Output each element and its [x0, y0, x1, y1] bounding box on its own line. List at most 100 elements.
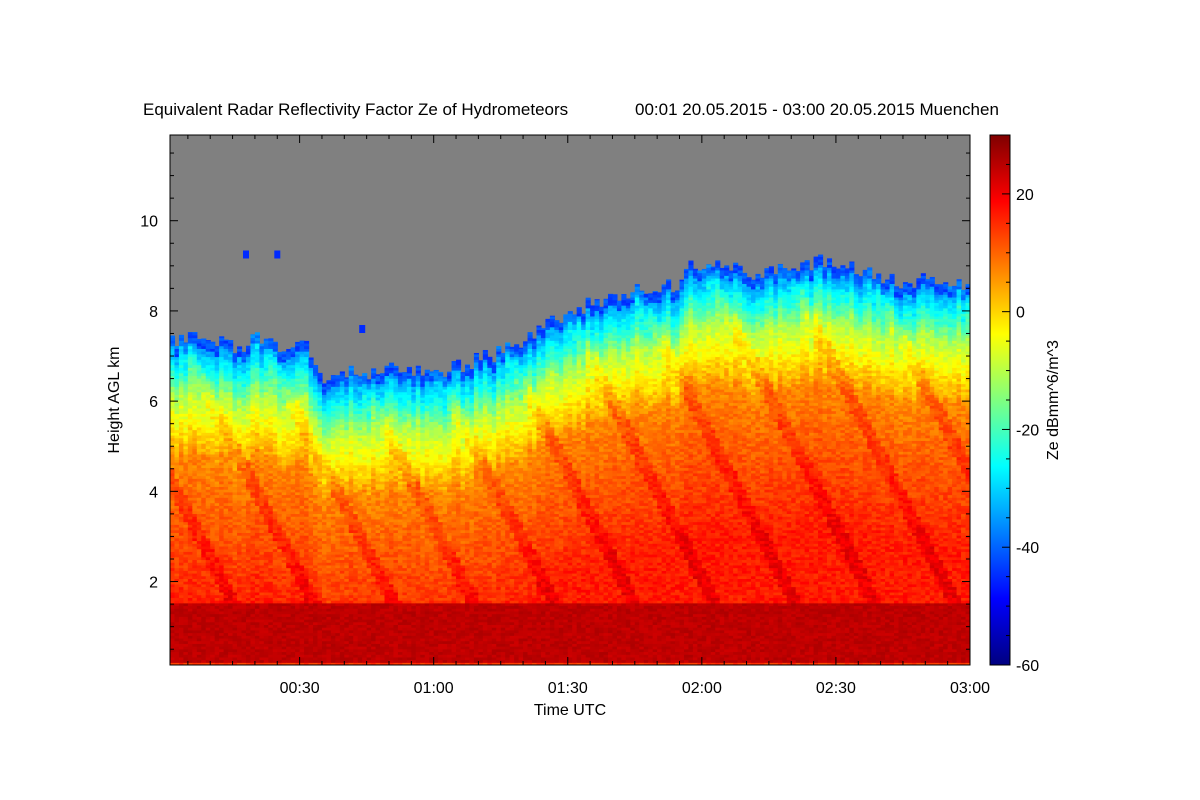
reflectivity-cell — [174, 526, 180, 531]
reflectivity-cell — [245, 524, 252, 528]
reflectivity-cell — [178, 513, 185, 517]
reflectivity-cell — [245, 364, 252, 368]
reflectivity-cell — [192, 345, 198, 349]
reflectivity-cell — [192, 340, 198, 344]
reflectivity-cell — [178, 543, 185, 547]
reflectivity-cell — [170, 591, 176, 596]
reflectivity-cell — [178, 416, 185, 420]
reflectivity-cell — [259, 407, 265, 412]
reflectivity-cell — [210, 397, 216, 401]
reflectivity-cell — [178, 621, 185, 626]
reflectivity-cell — [178, 437, 185, 441]
reflectivity-cell — [223, 610, 229, 615]
reflectivity-cell — [201, 502, 207, 506]
reflectivity-cell — [245, 467, 252, 471]
reflectivity-cell — [223, 378, 229, 382]
reflectivity-cell — [228, 491, 234, 496]
reflectivity-cell — [192, 410, 198, 414]
reflectivity-cell — [170, 578, 176, 582]
reflectivity-cell — [263, 451, 269, 455]
reflectivity-cell — [214, 437, 220, 441]
reflectivity-cell — [214, 502, 220, 506]
reflectivity-cell — [170, 627, 176, 631]
reflectivity-cell — [245, 437, 252, 441]
reflectivity-cell — [192, 402, 198, 406]
reflectivity-cell — [214, 648, 220, 653]
reflectivity-cell — [263, 651, 269, 655]
reflectivity-cell — [228, 453, 234, 458]
reflectivity-cell — [201, 486, 207, 490]
reflectivity-cell — [178, 364, 185, 368]
reflectivity-cell — [174, 608, 180, 612]
reflectivity-cell — [241, 662, 247, 665]
reflectivity-cell — [245, 405, 252, 409]
reflectivity-cell — [228, 513, 234, 517]
reflectivity-cell — [245, 648, 252, 653]
reflectivity-cell — [192, 388, 198, 393]
reflectivity-cell — [237, 545, 243, 550]
reflectivity-cell — [250, 656, 256, 661]
reflectivity-cell — [183, 559, 189, 563]
reflectivity-cell — [192, 575, 198, 579]
reflectivity-cell — [174, 643, 180, 647]
reflectivity-cell — [263, 513, 269, 517]
reflectivity-cell — [196, 551, 202, 555]
reflectivity-cell — [192, 518, 198, 523]
reflectivity-cell — [223, 659, 229, 663]
reflectivity-cell — [183, 456, 189, 460]
reflectivity-cell — [170, 529, 176, 533]
reflectivity-cell — [174, 480, 180, 485]
reflectivity-cell — [254, 340, 260, 344]
reflectivity-cell — [219, 545, 225, 550]
reflectivity-cell — [192, 429, 198, 433]
reflectivity-cell — [214, 361, 220, 366]
reflectivity-cell — [170, 548, 176, 552]
reflectivity-cell — [178, 440, 185, 444]
reflectivity-cell — [241, 526, 247, 531]
reflectivity-cell — [259, 605, 265, 609]
reflectivity-cell — [178, 508, 185, 512]
reflectivity-cell — [263, 518, 269, 523]
reflectivity-cell — [223, 399, 229, 404]
reflectivity-cell — [254, 453, 260, 458]
reflectivity-cell — [210, 575, 216, 579]
reflectivity-cell — [210, 399, 216, 404]
reflectivity-cell — [187, 589, 193, 593]
reflectivity-cell — [196, 445, 202, 450]
reflectivity-cell — [223, 467, 229, 471]
reflectivity-cell — [205, 564, 211, 569]
reflectivity-cell — [192, 361, 198, 366]
reflectivity-cell — [196, 378, 202, 382]
reflectivity-cell — [237, 346, 243, 349]
reflectivity-cell — [210, 562, 216, 566]
reflectivity-cell — [205, 434, 211, 439]
reflectivity-cell — [245, 351, 252, 355]
reflectivity-cell — [205, 524, 211, 528]
reflectivity-cell — [178, 545, 185, 550]
reflectivity-cell — [178, 353, 185, 358]
reflectivity-cell — [214, 624, 220, 628]
reflectivity-cell — [201, 559, 207, 563]
reflectivity-cell — [201, 448, 207, 452]
reflectivity-cell — [170, 342, 176, 347]
reflectivity-cell — [187, 651, 193, 655]
reflectivity-cell — [241, 589, 247, 593]
reflectivity-cell — [205, 570, 211, 574]
reflectivity-cell — [219, 416, 225, 420]
reflectivity-cell — [219, 464, 225, 469]
reflectivity-cell — [219, 556, 225, 561]
reflectivity-cell — [245, 581, 252, 585]
reflectivity-cell — [170, 445, 176, 450]
reflectivity-cell — [170, 637, 176, 642]
reflectivity-cell — [174, 635, 180, 639]
reflectivity-cell — [205, 543, 211, 547]
reflectivity-cell — [205, 535, 211, 539]
reflectivity-cell — [205, 351, 211, 355]
reflectivity-cell — [232, 375, 238, 379]
reflectivity-cell — [219, 589, 225, 593]
reflectivity-cell — [201, 405, 207, 409]
reflectivity-cell — [223, 554, 229, 558]
reflectivity-cell — [254, 532, 260, 536]
reflectivity-cell — [205, 646, 211, 650]
reflectivity-cell — [170, 405, 176, 409]
